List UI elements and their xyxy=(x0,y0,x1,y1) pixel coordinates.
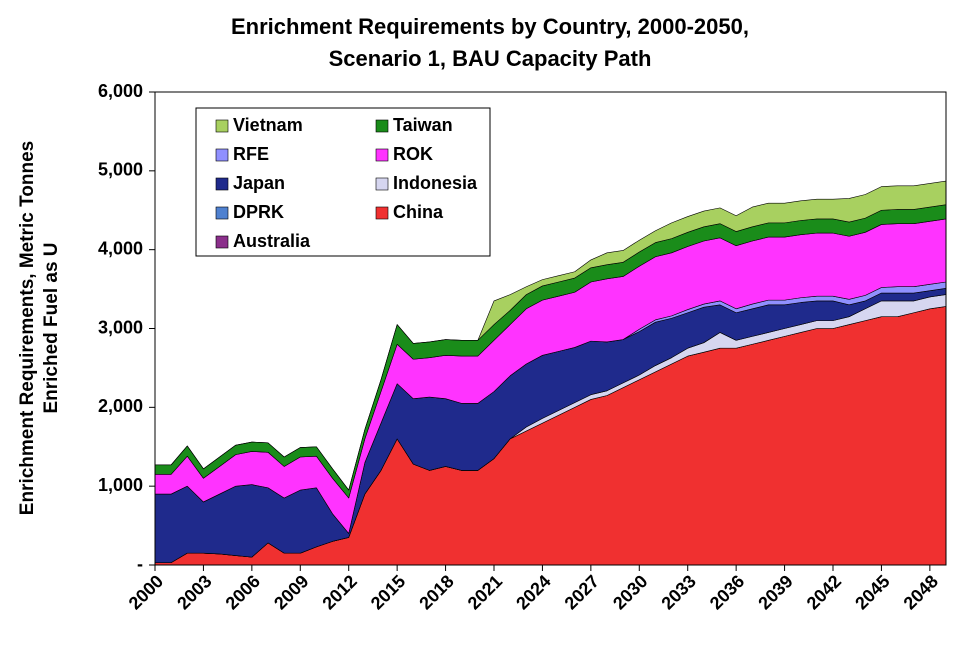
y-tick-label: 6,000 xyxy=(98,81,143,101)
chart-title: Enrichment Requirements by Country, 2000… xyxy=(231,14,749,39)
x-tick-label: 2015 xyxy=(367,571,409,613)
x-tick-label: 2027 xyxy=(561,571,603,613)
y-tick-label: 3,000 xyxy=(98,317,143,337)
y-axis-label: Enriched Fuel as U xyxy=(41,242,62,413)
legend-label: RFE xyxy=(233,144,269,164)
x-tick-label: 2045 xyxy=(851,571,893,613)
legend-label: Vietnam xyxy=(233,115,303,135)
legend-label: Taiwan xyxy=(393,115,453,135)
legend-label: Australia xyxy=(233,231,311,251)
legend-label: Japan xyxy=(233,173,285,193)
legend-swatch xyxy=(215,119,229,133)
y-axis-label: Enrichment Requirements, Metric Tonnes xyxy=(17,141,38,515)
x-tick-label: 2003 xyxy=(173,571,215,613)
legend-label: Indonesia xyxy=(393,173,478,193)
x-tick-label: 2024 xyxy=(512,571,554,613)
chart-title: Scenario 1, BAU Capacity Path xyxy=(329,46,652,71)
x-tick-label: 2018 xyxy=(415,571,457,613)
y-tick-label: 5,000 xyxy=(98,160,143,180)
legend-swatch xyxy=(215,206,229,220)
x-tick-label: 2009 xyxy=(270,571,312,613)
x-tick-label: 2012 xyxy=(318,571,360,613)
x-tick-label: 2033 xyxy=(657,571,699,613)
legend-box xyxy=(195,107,491,257)
legend-swatch xyxy=(375,177,389,191)
legend-swatch xyxy=(375,206,389,220)
legend: Vietnam Taiwan RFE ROK Japan Indonesia DPRK Chi… xyxy=(195,107,491,257)
legend-swatch xyxy=(375,148,389,162)
y-tick-label: 2,000 xyxy=(98,396,143,416)
x-tick-label: 2048 xyxy=(900,571,942,613)
x-tick-label: 2039 xyxy=(754,571,796,613)
legend-swatch xyxy=(215,177,229,191)
y-tick-label: 4,000 xyxy=(98,238,143,258)
legend-label: ROK xyxy=(393,144,433,164)
x-tick-label: 2030 xyxy=(609,571,651,613)
legend-label: DPRK xyxy=(233,202,284,222)
legend-swatch xyxy=(375,119,389,133)
legend-swatch xyxy=(215,148,229,162)
x-tick-label: 2006 xyxy=(222,571,264,613)
x-tick-label: 2000 xyxy=(125,571,167,613)
y-tick-label: - xyxy=(137,554,143,574)
x-tick-label: 2021 xyxy=(464,571,506,613)
x-tick-label: 2036 xyxy=(706,571,748,613)
legend-label: China xyxy=(393,202,444,222)
y-tick-label: 1,000 xyxy=(98,475,143,495)
legend-swatch xyxy=(215,235,229,249)
x-tick-label: 2042 xyxy=(803,571,845,613)
